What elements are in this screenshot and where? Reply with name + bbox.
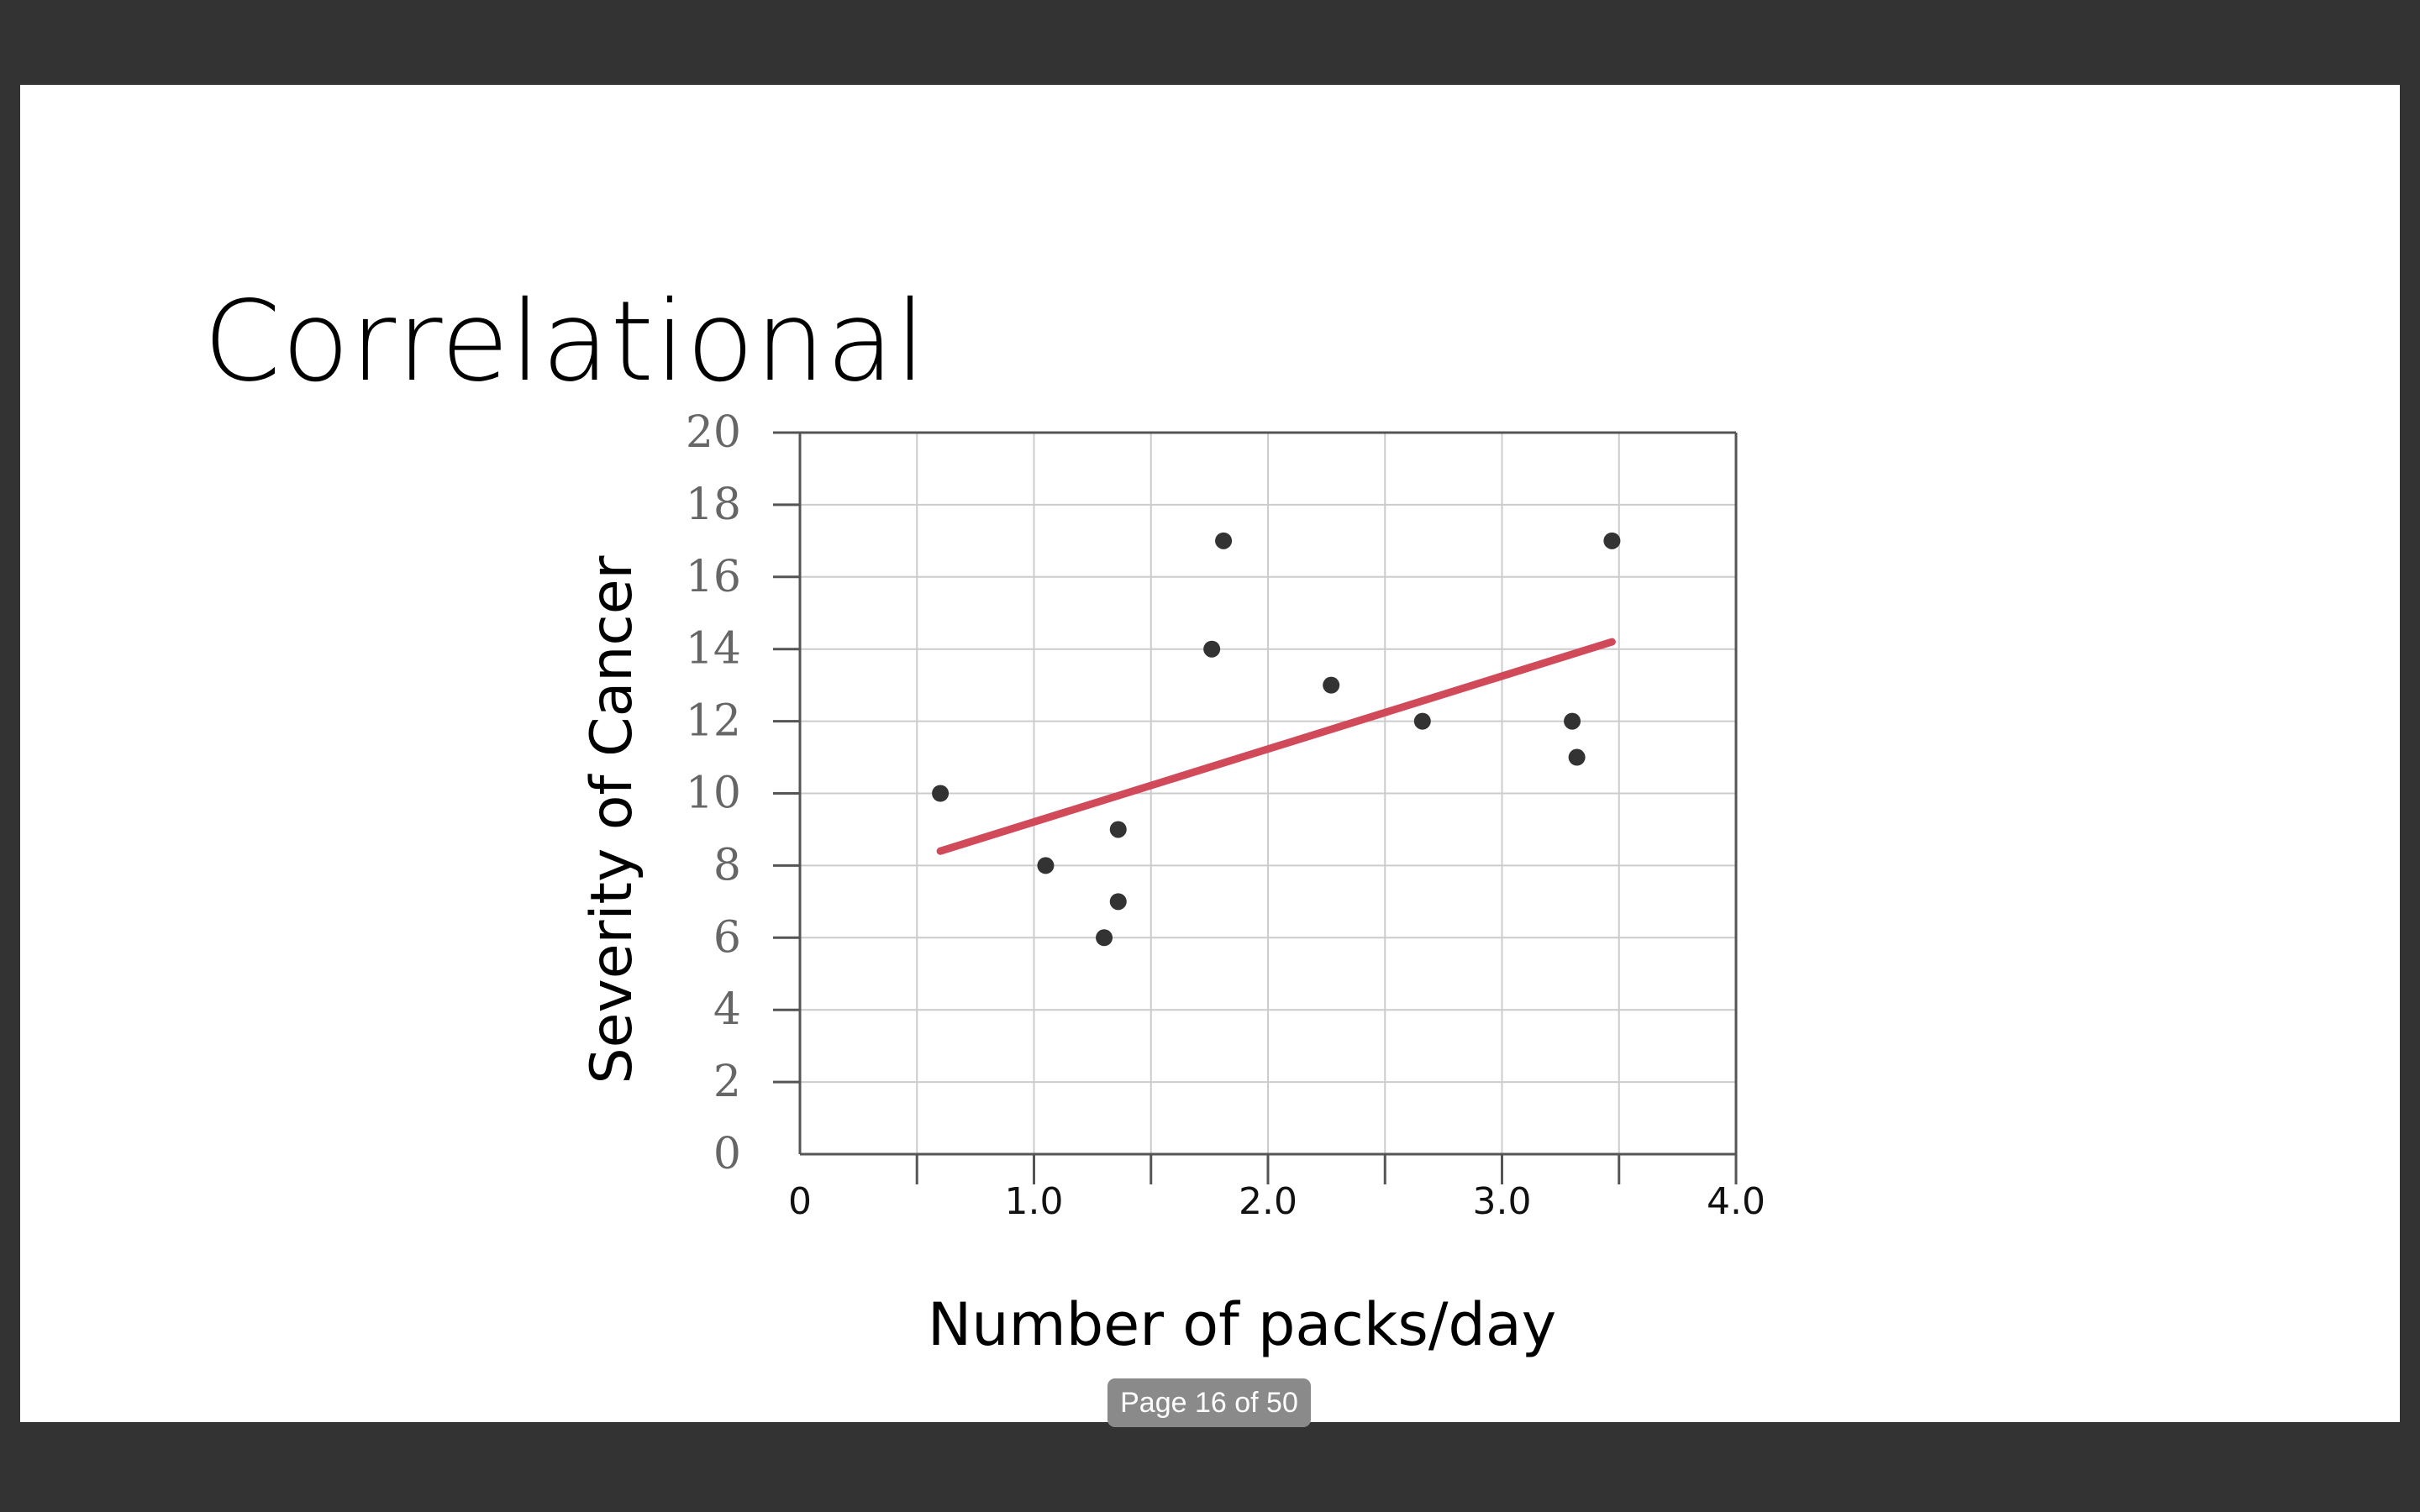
data-point [1603,532,1621,549]
y-tick-label: 20 [686,407,741,458]
y-tick-label: 12 [686,696,741,747]
x-tick-label: 1.0 [1005,1180,1064,1223]
y-tick-label: 6 [713,912,741,963]
data-point [1096,929,1113,947]
x-tick-label: 4.0 [1707,1180,1765,1223]
chart-axes [773,431,1738,1184]
y-tick-label: 16 [686,552,741,602]
chart-trendline-group [936,638,1616,855]
trendline [936,638,1616,855]
y-tick-label: 14 [686,624,741,675]
data-point [1564,712,1581,730]
data-point [1568,748,1586,766]
x-tick-label: 0 [788,1180,812,1223]
data-point [1109,893,1127,911]
data-point [932,785,950,802]
data-point [1215,532,1233,549]
chart-grid [800,433,1736,1154]
y-tick-label: 10 [686,769,741,819]
y-axis-title: Severity of Cancer [579,555,645,1084]
slide-title: Correlational [203,277,927,407]
data-point [1109,821,1127,838]
chart-labels: 0 2 4 6 8 10 12 14 16 18 20 0 1.0 2.0 3.0 4.0 Number of … [579,407,1765,1359]
page-indicator: Page 16 of 50 [1107,1378,1311,1427]
y-tick-label: 4 [713,984,741,1035]
y-tick-label: 18 [686,480,741,530]
x-tick-label: 2.0 [1239,1180,1297,1223]
x-tick-label: 3.0 [1473,1180,1532,1223]
x-axis-title: Number of packs/day [928,1290,1556,1359]
data-point [1323,676,1340,694]
data-point [1203,640,1221,658]
y-tick-label: 8 [713,840,741,890]
data-point [1413,712,1431,730]
y-tick-label: 0 [713,1129,741,1179]
y-tick-label: 2 [713,1057,741,1107]
chart-points [932,532,1621,947]
slide-page: Correlational [20,85,2400,1422]
data-point [1037,857,1055,874]
